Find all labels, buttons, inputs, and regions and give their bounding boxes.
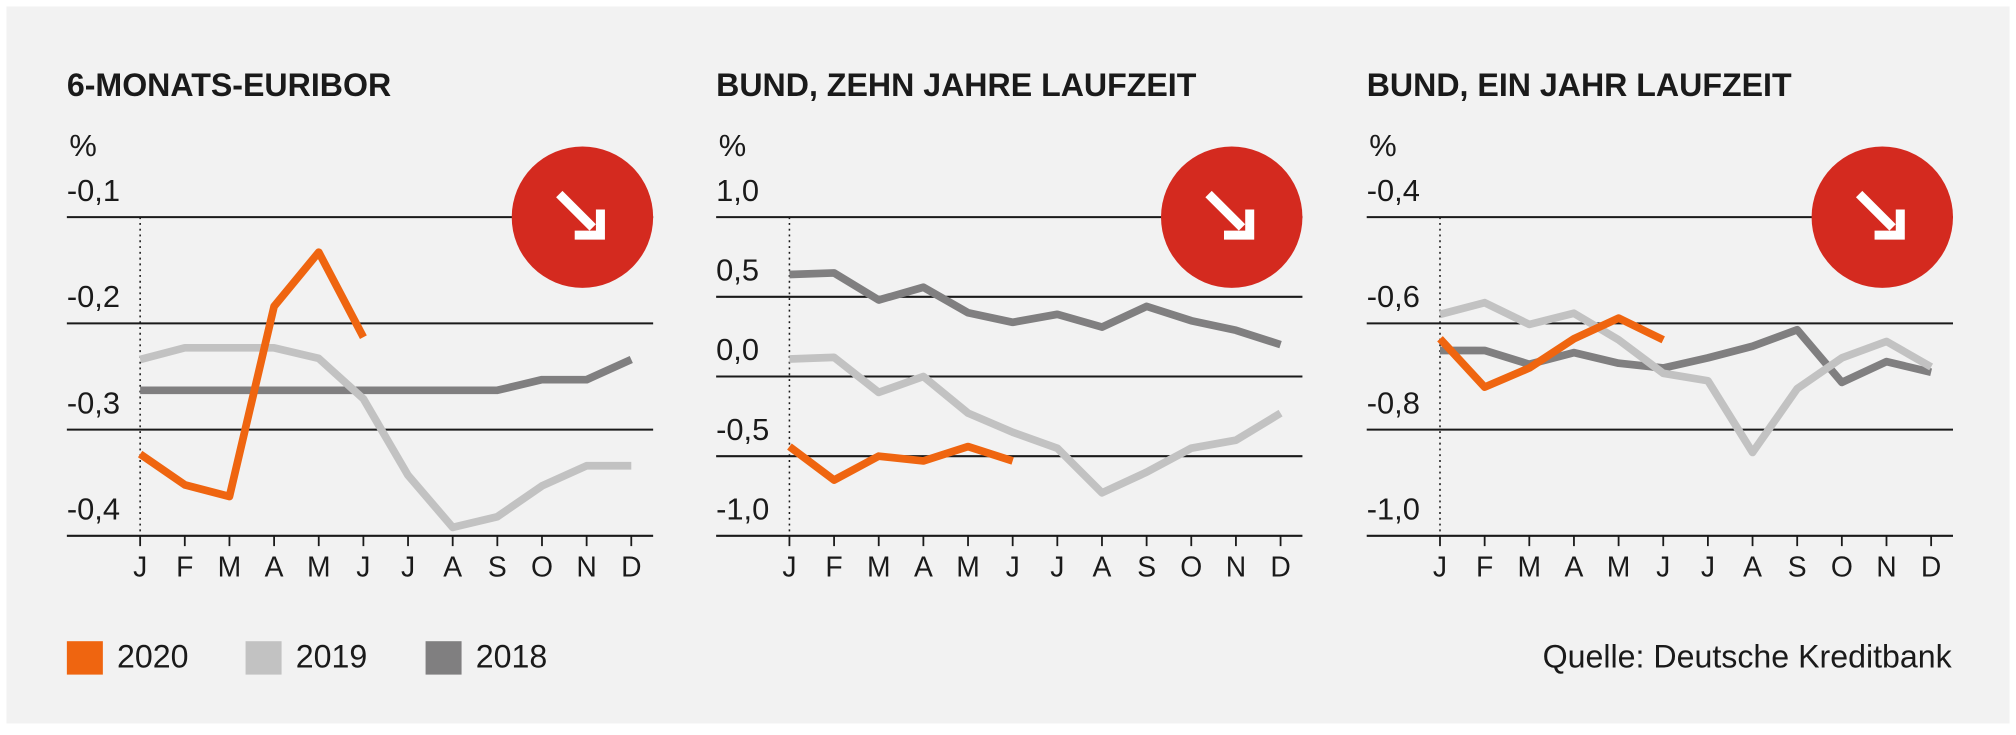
legend-swatch	[66, 641, 103, 675]
x-tick-label: J	[133, 551, 147, 583]
y-unit: %	[719, 128, 746, 163]
x-tick-label: A	[914, 551, 933, 583]
x-tick-label: M	[1607, 551, 1631, 583]
x-tick-label: S	[1137, 551, 1156, 583]
x-tick-label: J	[782, 551, 796, 583]
series-line: 2018	[1440, 325, 1933, 387]
y-tick-label: -0,2	[67, 279, 120, 314]
trend-arrow	[556, 190, 605, 240]
x-tick-label: M	[867, 551, 891, 583]
y-tick-label: -0,4	[67, 492, 120, 527]
series-line: 2019	[789, 353, 1283, 497]
chart-title: BUND, EIN JAHR LAUFZEIT	[1367, 67, 1792, 103]
series-line: 2018	[140, 355, 633, 395]
x-tick-label: O	[1180, 551, 1202, 583]
series-line: 2019	[1439, 298, 1934, 457]
x-tick-label: J	[1006, 551, 1020, 583]
y-tick-label: -1,0	[1367, 492, 1420, 527]
y-tick-label: -0,3	[67, 385, 120, 420]
background	[6, 6, 2010, 724]
x-tick-label: J	[1433, 551, 1447, 583]
trend-arrow	[1855, 190, 1905, 240]
x-tick-label: A	[1743, 551, 1762, 583]
x-tick-label: D	[1270, 551, 1290, 583]
x-tick-label: A	[443, 551, 462, 583]
series-line: 2020	[1437, 314, 1665, 391]
x-tick-label: J	[1050, 551, 1064, 583]
y-tick-label: 0,5	[716, 253, 759, 288]
x-tick-label: J	[1656, 551, 1670, 583]
x-tick-label: M	[218, 551, 242, 583]
x-tick-label: N	[1226, 551, 1246, 583]
y-unit: %	[1369, 128, 1396, 163]
x-tick-label: A	[1093, 551, 1112, 583]
legend-swatch	[425, 641, 462, 675]
y-tick-label: 0,0	[716, 332, 759, 367]
y-tick-label: -0,6	[1367, 279, 1420, 314]
series-line: 2020	[137, 248, 367, 501]
trend-arrow	[1205, 190, 1255, 240]
x-tick-label: M	[307, 551, 331, 583]
x-tick-label: F	[825, 551, 842, 583]
series-line: 2019	[139, 343, 632, 532]
chart-title: BUND, ZEHN JAHRE LAUFZEIT	[716, 67, 1197, 103]
x-tick-label: J	[356, 551, 370, 583]
y-tick-label: 1,0	[716, 173, 759, 208]
y-tick-label: -1,0	[716, 492, 769, 527]
series-line: 2020	[787, 442, 1014, 484]
legend-label: 2020	[117, 639, 188, 675]
x-tick-label: S	[1788, 551, 1807, 583]
x-tick-label: A	[1565, 551, 1584, 583]
legend-label: 2019	[296, 639, 367, 675]
y-tick-label: -0,8	[1367, 385, 1420, 420]
x-tick-label: D	[621, 551, 641, 583]
source: Quelle: Deutsche Kreditbank	[1543, 639, 1953, 675]
x-tick-label: S	[488, 551, 507, 583]
x-tick-label: A	[265, 551, 284, 583]
y-tick-label: -0,5	[716, 412, 769, 447]
x-tick-label: O	[1831, 551, 1853, 583]
x-tick-label: J	[401, 551, 415, 583]
chart-title: 6-MONATS-EURIBOR	[67, 67, 391, 103]
legend-label: 2018	[476, 639, 547, 675]
y-tick-label: -0,1	[67, 173, 120, 208]
legend-swatch	[245, 641, 282, 675]
x-tick-label: F	[176, 551, 193, 583]
x-tick-label: D	[1921, 551, 1941, 583]
series-line: 2018	[789, 269, 1282, 349]
x-tick-label: F	[1476, 551, 1493, 583]
x-tick-label: M	[956, 551, 980, 583]
x-tick-label: N	[1876, 551, 1896, 583]
y-unit: %	[69, 128, 96, 163]
x-tick-label: O	[531, 551, 553, 583]
x-tick-label: N	[576, 551, 596, 583]
x-tick-label: M	[1518, 551, 1542, 583]
x-tick-label: J	[1701, 551, 1715, 583]
y-tick-label: -0,4	[1367, 173, 1420, 208]
